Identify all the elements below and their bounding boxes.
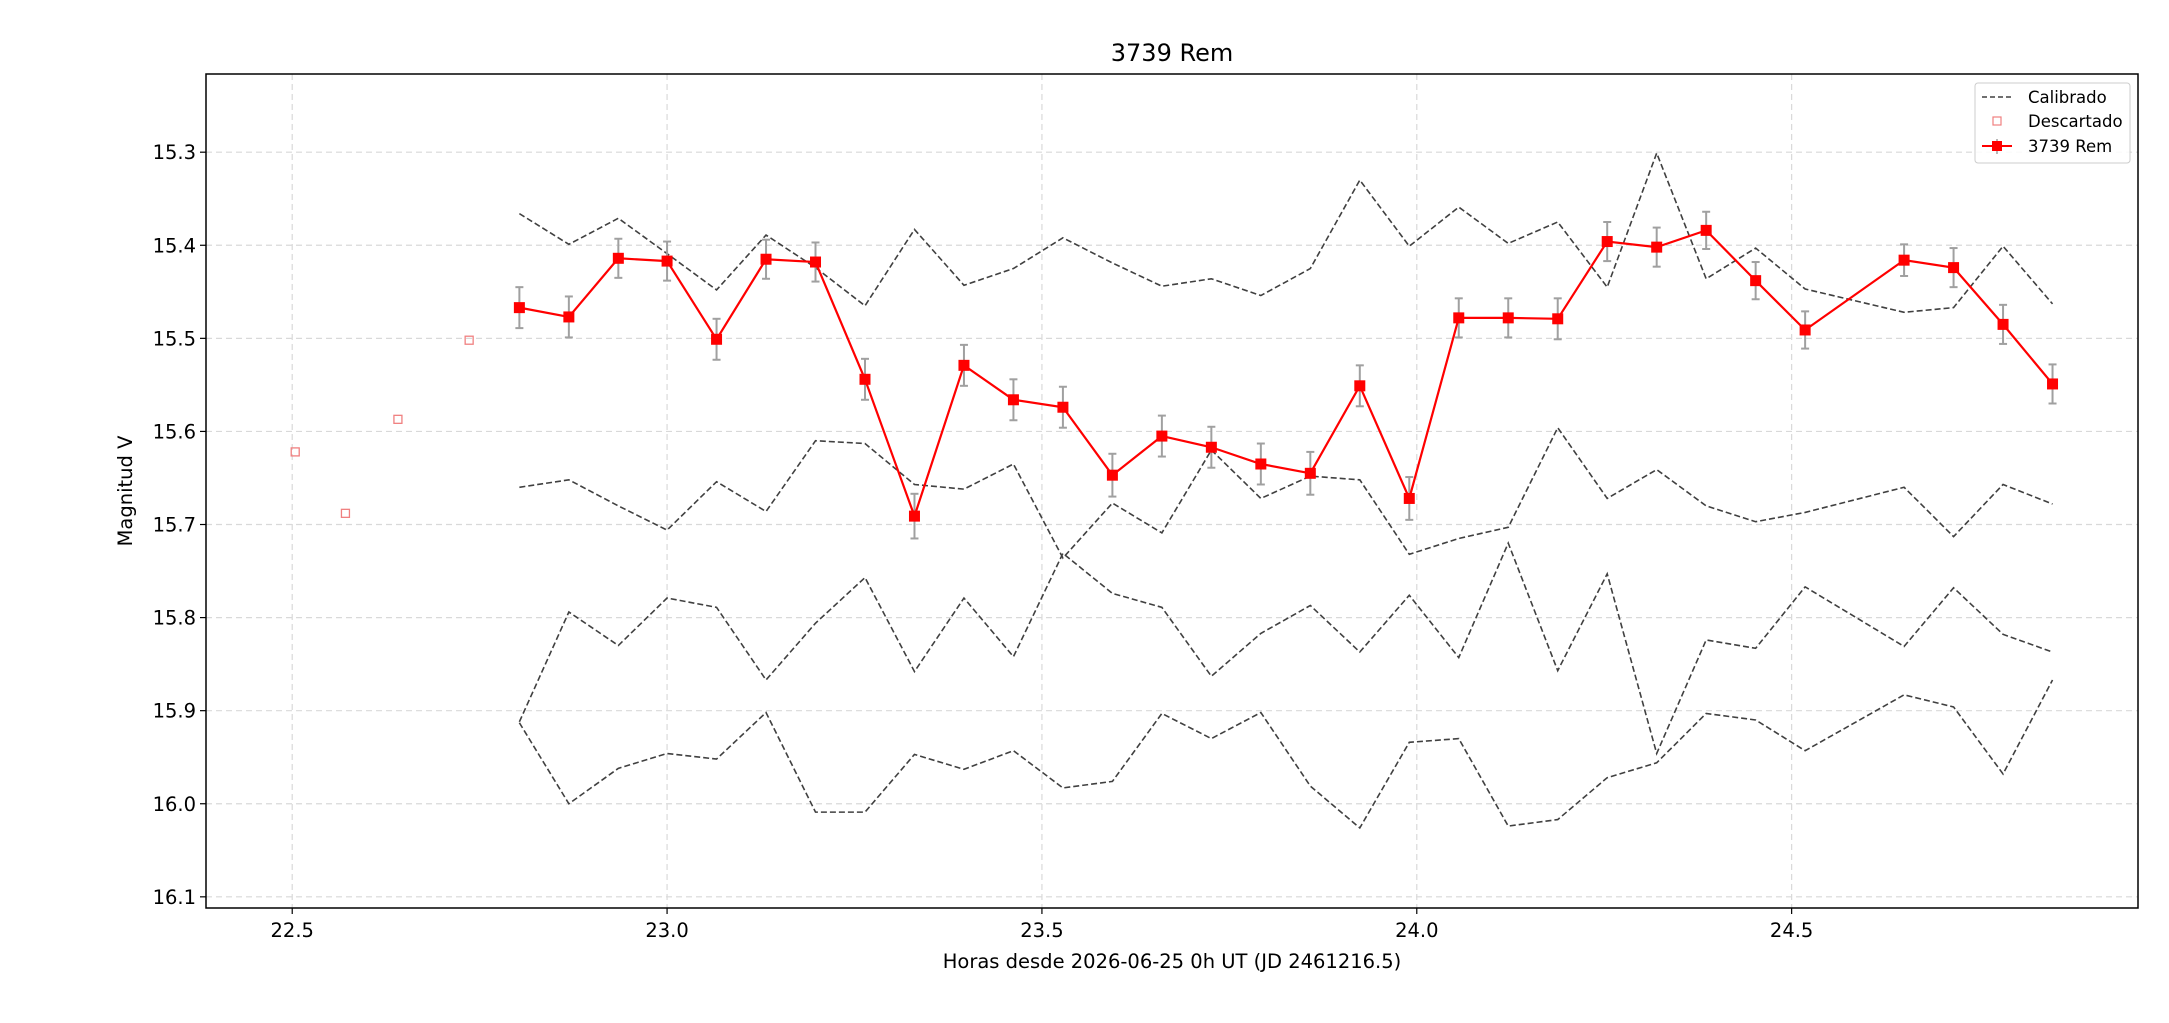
y-tick-label: 15.8 — [153, 607, 196, 630]
target-data-point — [1552, 313, 1564, 325]
target-data-point — [859, 373, 871, 385]
target-data-point — [711, 333, 723, 345]
y-tick-label: 15.3 — [153, 141, 196, 164]
discarded-point — [393, 414, 403, 424]
target-data-point — [513, 302, 525, 314]
y-tick-label: 16.1 — [153, 886, 196, 909]
calibrated-series-line-4 — [518, 679, 2054, 830]
calibrated-series-line-2 — [519, 426, 2053, 560]
target-data-point — [1898, 254, 1910, 266]
target-data-point — [1651, 241, 1663, 253]
discarded-points-group — [290, 335, 474, 518]
target-series-line — [519, 229, 2054, 520]
target-data-point — [1750, 275, 1762, 287]
target-data-point — [1007, 394, 1019, 406]
x-tick-label: 24.5 — [1770, 919, 1813, 942]
x-axis-label: Horas desde 2026-06-25 0h UT (JD 2461216… — [943, 950, 1402, 973]
plot-frame — [205, 73, 2139, 909]
target-data-point — [958, 359, 970, 371]
chart-title: 3739 Rem — [1111, 39, 1233, 67]
target-data-point — [612, 252, 624, 264]
target-data-point — [1601, 236, 1613, 248]
calibrated-series-line-3 — [518, 541, 2053, 756]
target-data-point — [2047, 378, 2059, 390]
legend-target-label: 3739 Rem — [2028, 137, 2112, 156]
legend-discarded-label: Descartado — [2028, 112, 2123, 131]
discarded-point — [290, 447, 300, 457]
target-data-point — [1106, 469, 1118, 481]
grid — [206, 74, 2138, 908]
legend-calibrated-label: Calibrado — [2028, 88, 2107, 107]
x-tick-label: 24.0 — [1395, 919, 1438, 942]
target-data-point — [1948, 262, 1960, 274]
x-tick-label: 23.0 — [645, 919, 688, 942]
y-tick-label: 15.6 — [153, 420, 196, 443]
legend-target-swatch-marker — [1992, 141, 2002, 151]
discarded-point — [340, 508, 351, 518]
y-axis-ticks: 15.3 15.4 15.5 15.6 15.7 15.8 15.9 16.0 16.1 — [153, 141, 206, 909]
target-data-point — [1255, 458, 1267, 470]
legend-box — [1974, 82, 2131, 164]
target-data-point — [810, 256, 822, 268]
target-data-point — [1799, 324, 1811, 336]
target-data-point — [1156, 430, 1168, 442]
legend: Calibrado Descartado 3739 Rem — [1974, 82, 2131, 164]
target-data-point — [1057, 401, 1069, 413]
target-data-point — [661, 255, 673, 267]
y-axis-label: Magnitud V — [114, 435, 137, 547]
calibrated-series-group — [518, 150, 2054, 830]
target-series-group — [513, 210, 2059, 540]
target-data-point — [1304, 467, 1316, 479]
target-data-point — [1403, 492, 1415, 504]
x-axis-ticks: 22.5 23.0 23.5 24.0 24.5 — [271, 908, 1813, 942]
target-data-point — [1453, 312, 1465, 324]
target-data-point — [1997, 318, 2009, 330]
y-tick-label: 15.7 — [153, 514, 196, 537]
discarded-point — [464, 335, 474, 345]
y-tick-label: 15.4 — [153, 234, 196, 257]
target-data-point — [1354, 380, 1366, 392]
y-tick-label: 15.9 — [153, 700, 196, 723]
target-data-point — [1205, 441, 1217, 453]
calibrated-series-line-1 — [518, 150, 2054, 314]
target-data-point — [908, 510, 920, 522]
target-data-point — [563, 311, 575, 323]
x-tick-label: 23.5 — [1020, 919, 1063, 942]
target-data-point — [760, 253, 772, 265]
x-tick-label: 22.5 — [271, 919, 314, 942]
target-data-point — [1700, 224, 1712, 236]
y-tick-label: 16.0 — [153, 793, 196, 816]
y-tick-label: 15.5 — [153, 327, 196, 350]
legend-discarded-swatch — [1992, 116, 2002, 126]
target-data-point — [1502, 312, 1514, 324]
